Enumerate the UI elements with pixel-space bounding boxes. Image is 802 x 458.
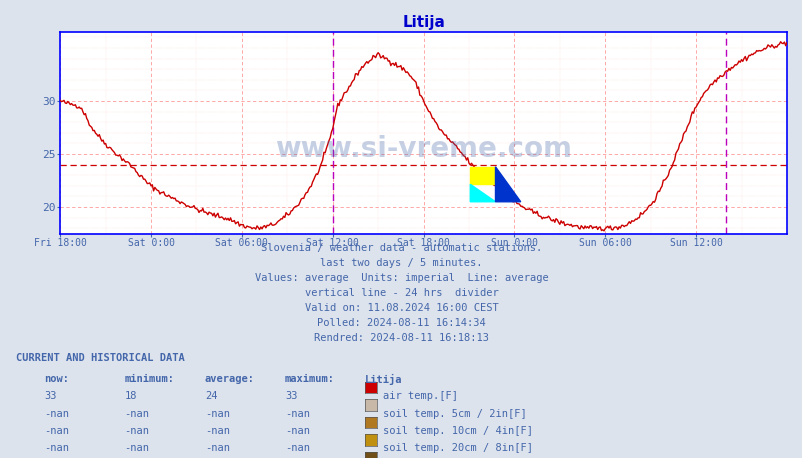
Text: -nan: -nan bbox=[205, 443, 229, 453]
Text: last two days / 5 minutes.: last two days / 5 minutes. bbox=[320, 258, 482, 268]
Text: Litija: Litija bbox=[365, 374, 403, 385]
Text: -nan: -nan bbox=[124, 443, 149, 453]
Text: Rendred: 2024-08-11 16:18:13: Rendred: 2024-08-11 16:18:13 bbox=[314, 333, 488, 344]
Text: -nan: -nan bbox=[205, 426, 229, 436]
Text: -nan: -nan bbox=[285, 409, 310, 419]
Text: Slovenia / weather data - automatic stations.: Slovenia / weather data - automatic stat… bbox=[261, 243, 541, 253]
Text: 33: 33 bbox=[44, 391, 57, 401]
Text: -nan: -nan bbox=[285, 426, 310, 436]
Text: minimum:: minimum: bbox=[124, 374, 174, 384]
Polygon shape bbox=[495, 167, 520, 202]
Text: average:: average: bbox=[205, 374, 254, 384]
Text: soil temp. 5cm / 2in[F]: soil temp. 5cm / 2in[F] bbox=[383, 409, 526, 419]
Text: Valid on: 11.08.2024 16:00 CEST: Valid on: 11.08.2024 16:00 CEST bbox=[304, 303, 498, 313]
Text: soil temp. 20cm / 8in[F]: soil temp. 20cm / 8in[F] bbox=[383, 443, 533, 453]
Text: Polled: 2024-08-11 16:14:34: Polled: 2024-08-11 16:14:34 bbox=[317, 318, 485, 328]
Polygon shape bbox=[470, 167, 495, 184]
Text: vertical line - 24 hrs  divider: vertical line - 24 hrs divider bbox=[304, 288, 498, 298]
Text: Values: average  Units: imperial  Line: average: Values: average Units: imperial Line: av… bbox=[254, 273, 548, 283]
Text: -nan: -nan bbox=[124, 409, 149, 419]
Text: now:: now: bbox=[44, 374, 69, 384]
Title: Litija: Litija bbox=[402, 15, 444, 29]
Text: 33: 33 bbox=[285, 391, 298, 401]
Text: CURRENT AND HISTORICAL DATA: CURRENT AND HISTORICAL DATA bbox=[16, 353, 184, 363]
Text: maximum:: maximum: bbox=[285, 374, 334, 384]
Polygon shape bbox=[470, 184, 495, 202]
Text: -nan: -nan bbox=[124, 426, 149, 436]
Text: www.si-vreme.com: www.si-vreme.com bbox=[275, 135, 571, 163]
Text: -nan: -nan bbox=[44, 409, 69, 419]
Text: soil temp. 10cm / 4in[F]: soil temp. 10cm / 4in[F] bbox=[383, 426, 533, 436]
Text: -nan: -nan bbox=[44, 426, 69, 436]
Text: air temp.[F]: air temp.[F] bbox=[383, 391, 457, 401]
Text: -nan: -nan bbox=[285, 443, 310, 453]
Text: -nan: -nan bbox=[44, 443, 69, 453]
Text: 24: 24 bbox=[205, 391, 217, 401]
Text: 18: 18 bbox=[124, 391, 137, 401]
Text: -nan: -nan bbox=[205, 409, 229, 419]
